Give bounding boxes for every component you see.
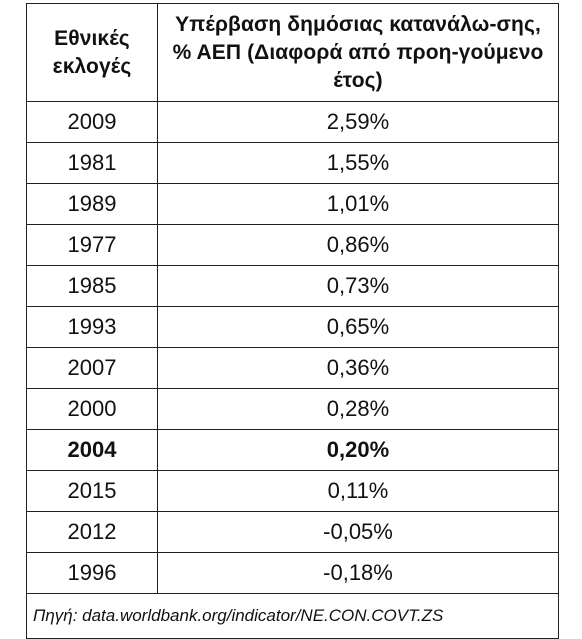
- header-spending-excess: Υπέρβαση δημόσιας κατανάλω-σης, % ΑΕΠ (Δ…: [157, 3, 559, 102]
- value-cell: 1,01%: [157, 183, 559, 225]
- year-cell: 1996: [26, 552, 158, 594]
- year-cell: 1985: [26, 265, 158, 307]
- value-cell: -0,18%: [157, 552, 559, 594]
- year-cell: 1977: [26, 224, 158, 266]
- year-cell: 1981: [26, 142, 158, 184]
- year-cell: 2004: [26, 429, 158, 471]
- value-cell: -0,05%: [157, 511, 559, 553]
- year-cell: 2009: [26, 101, 158, 143]
- election-spending-table: Εθνικές εκλογές Υπέρβαση δημόσιας κατανά…: [26, 3, 559, 639]
- header-elections: Εθνικές εκλογές: [26, 3, 158, 102]
- value-cell: 0,28%: [157, 388, 559, 430]
- table-row: 1981 1,55%: [26, 142, 559, 184]
- table-row: 2009 2,59%: [26, 101, 559, 143]
- source-note: Πηγή: data.worldbank.org/indicator/NE.CO…: [26, 593, 559, 639]
- year-cell: 2000: [26, 388, 158, 430]
- year-cell: 1989: [26, 183, 158, 225]
- value-cell: 2,59%: [157, 101, 559, 143]
- table-row: 1985 0,73%: [26, 265, 559, 307]
- year-cell: 2015: [26, 470, 158, 512]
- data-table-container: Εθνικές εκλογές Υπέρβαση δημόσιας κατανά…: [26, 3, 559, 639]
- value-cell: 0,36%: [157, 347, 559, 389]
- year-cell: 2012: [26, 511, 158, 553]
- table-row: 2015 0,11%: [26, 470, 559, 512]
- table-row: 2000 0,28%: [26, 388, 559, 430]
- source-row: Πηγή: data.worldbank.org/indicator/NE.CO…: [26, 593, 559, 639]
- table-body: 2009 2,59% 1981 1,55% 1989 1,01% 1977 0,86% 1985…: [26, 101, 559, 594]
- value-cell: 0,73%: [157, 265, 559, 307]
- table-row: 1996 -0,18%: [26, 552, 559, 594]
- value-cell: 1,55%: [157, 142, 559, 184]
- table-row: 2007 0,36%: [26, 347, 559, 389]
- year-cell: 1993: [26, 306, 158, 348]
- table-row: 2004 0,20%: [26, 429, 559, 471]
- year-cell: 2007: [26, 347, 158, 389]
- value-cell: 0,11%: [157, 470, 559, 512]
- table-row: 1993 0,65%: [26, 306, 559, 348]
- table-header-row: Εθνικές εκλογές Υπέρβαση δημόσιας κατανά…: [26, 3, 559, 102]
- table-row: 2012 -0,05%: [26, 511, 559, 553]
- value-cell: 0,20%: [157, 429, 559, 471]
- value-cell: 0,65%: [157, 306, 559, 348]
- table-row: 1977 0,86%: [26, 224, 559, 266]
- value-cell: 0,86%: [157, 224, 559, 266]
- table-row: 1989 1,01%: [26, 183, 559, 225]
